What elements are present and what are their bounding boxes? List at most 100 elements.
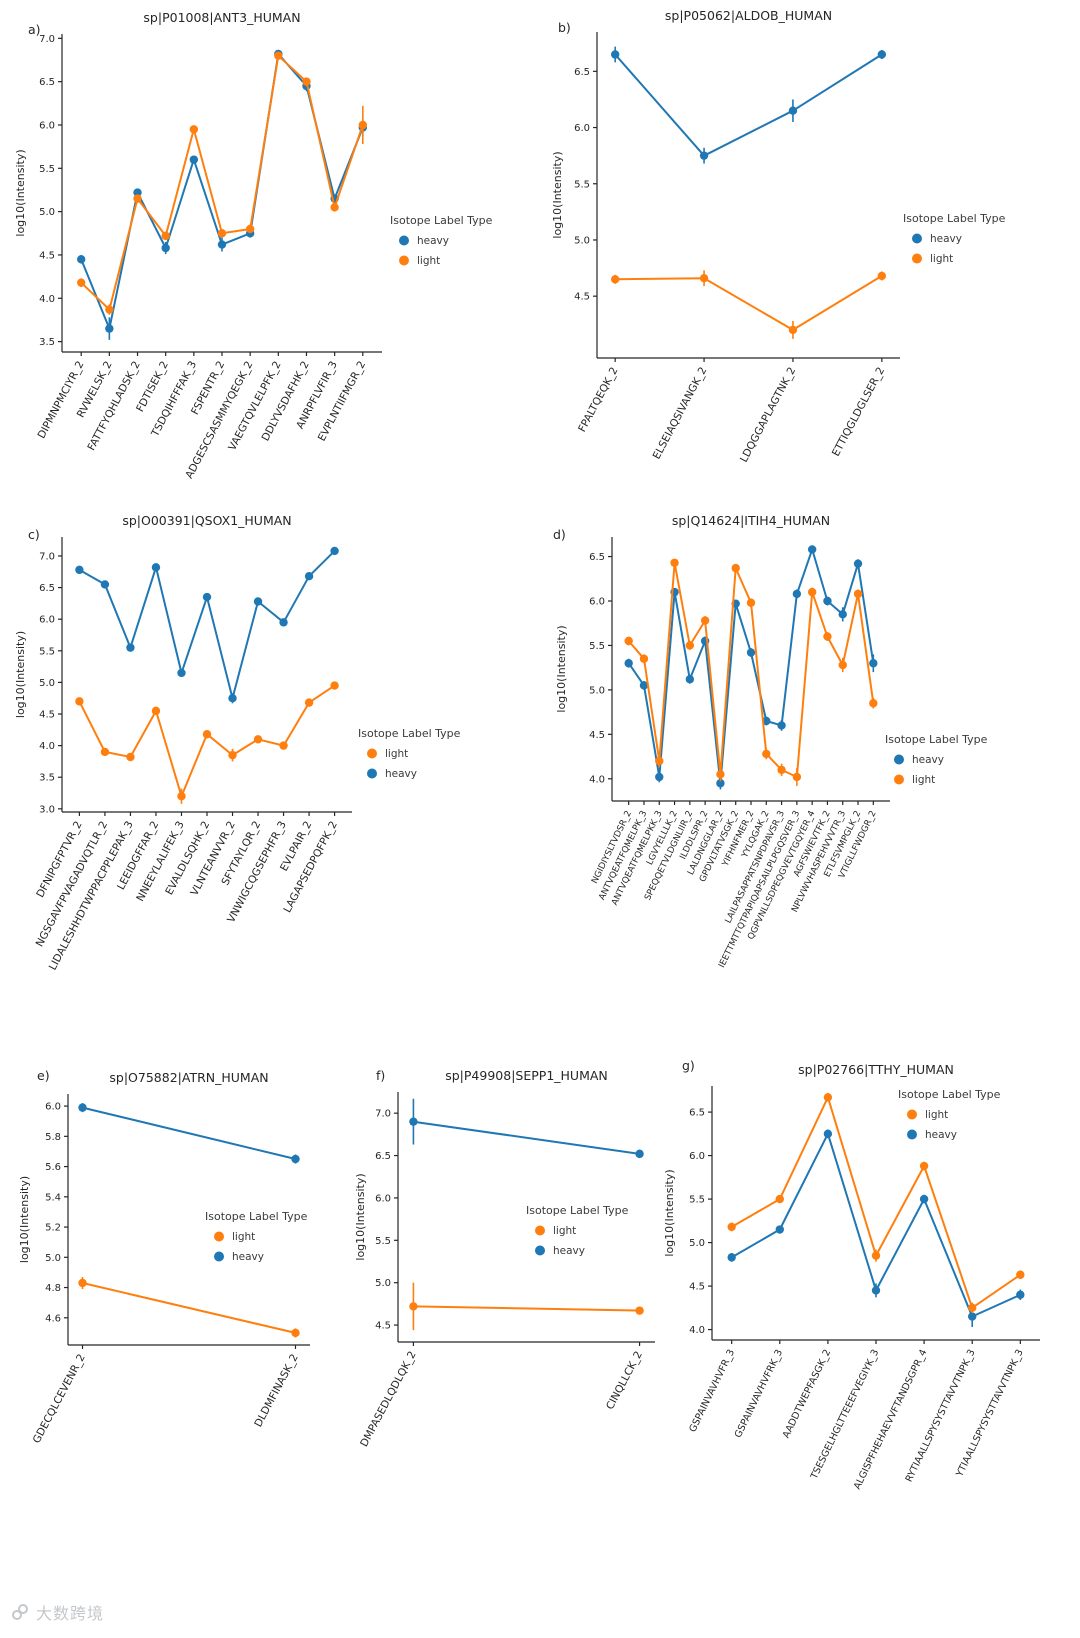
data-point-light [655, 756, 664, 766]
data-point-heavy [624, 659, 633, 668]
x-tick-label-group: CINQLLCK_2 [604, 1349, 645, 1412]
legend-marker-light [535, 1225, 545, 1236]
data-point-heavy [304, 571, 314, 581]
data-point-light [639, 654, 649, 663]
x-tick-label-group: GDECQLCEVENR_2 [31, 1352, 88, 1445]
y-tick-label: 5.0 [689, 1238, 705, 1249]
data-point-light [762, 749, 771, 759]
x-tick-label-group: DIPMNPMCIYR_2 [36, 359, 87, 440]
data-point-heavy [202, 592, 212, 602]
chart-svg-g: 4.0 4.5 5.0 5.5 6.0 6.5 GSPAINVAVHVFR_3GSPAINV… [663, 1058, 1040, 1491]
x-tick-label: ETTIQGLDGLSER_2 [830, 365, 887, 458]
x-tick-label: FPALTQEQK_2 [576, 365, 620, 434]
series-line-light [80, 54, 364, 311]
x-tick-label-group: FPALTQEQK_2 [576, 365, 620, 434]
legend-title: Isotope Label Type [903, 212, 1006, 225]
panel-label: d) [553, 527, 566, 542]
data-point-light [217, 229, 227, 238]
y-tick-label: 5.8 [45, 1132, 61, 1143]
legend-label-light: light [930, 253, 953, 265]
chart-panel-d: 4.0 4.5 5.0 5.5 6.0 6.5 NGIDIYSLTVDSR_2 ANTVQEA… [545, 505, 1080, 1053]
series-line-heavy [614, 53, 883, 157]
data-point-light [746, 598, 756, 607]
y-tick-label: 6.0 [689, 1151, 705, 1162]
data-point-heavy [409, 1117, 418, 1126]
x-tick-label-group: AADDTWEPFASGK_2 [781, 1348, 834, 1440]
y-tick-label: 5.0 [574, 235, 590, 246]
series-line-heavy [80, 52, 364, 330]
legend-marker-light [399, 255, 409, 266]
panel-label: e) [37, 1068, 50, 1083]
legend: Isotope Label Type heavy light [390, 214, 493, 267]
x-tick-label: CINQLLCK_2 [604, 1349, 645, 1412]
chart-panel-e: 4.6 4.8 5.0 5.2 5.4 5.6 5.8 6.0 GDECQLCEVENR_2 DL… [15, 1048, 345, 1510]
data-point-light [727, 1222, 736, 1232]
legend-label-light: light [553, 1225, 576, 1237]
y-axis-label: log10(Intensity) [354, 1173, 367, 1260]
data-point-heavy [279, 618, 288, 627]
chart-panel-a: 3.5 4.0 4.5 5.0 5.5 6.0 6.5 7.0 DIPMNPMCIYR_2 RVW… [8, 2, 540, 500]
chart-svg-b: 4.5 5.0 5.5 6.0 6.5 FPALTQEQK_2 ELSEIAQSIVANGK… [551, 8, 1006, 464]
legend-title: Isotope Label Type [898, 1088, 1001, 1101]
legend: Isotope Label Type heavy light [885, 733, 988, 786]
legend-label-light: light [925, 1109, 948, 1121]
panel-label: b) [558, 20, 571, 35]
data-point-light [792, 772, 802, 782]
data-point-heavy [217, 240, 227, 249]
y-tick-label: 5.5 [375, 1236, 391, 1247]
data-point-light [302, 77, 311, 86]
data-point-heavy [635, 1149, 644, 1159]
watermark-logo-icon [12, 1604, 28, 1620]
series-line-light [615, 275, 883, 331]
x-tick-label: GSPAINVAVHVFRK_3 [733, 1348, 785, 1440]
y-tick-label: 4.0 [39, 741, 55, 752]
y-tick-label: 4.5 [589, 730, 605, 741]
y-tick-label: 5.6 [45, 1162, 61, 1173]
data-point-light [75, 697, 84, 706]
chart-panel-g: 4.0 4.5 5.0 5.5 6.0 6.5 GSPAINVAVHVFR_3 GSPAINV… [660, 1048, 1075, 1638]
x-tick-label-group: DLDMFINASK_2 [252, 1352, 300, 1429]
y-tick-label: 4.5 [39, 710, 55, 721]
legend-title: Isotope Label Type [390, 214, 493, 227]
y-tick-label: 4.8 [45, 1283, 61, 1294]
data-point-light [670, 558, 679, 567]
data-point-light [1016, 1270, 1025, 1279]
y-tick-label: 4.5 [689, 1282, 705, 1293]
y-tick-label: 4.0 [689, 1325, 705, 1336]
panel-label: g) [682, 1058, 695, 1073]
data-point-heavy [877, 50, 887, 59]
legend-label-heavy: heavy [553, 1245, 585, 1257]
chart-title: sp|O00391|QSOX1_HUMAN [122, 513, 291, 528]
x-tick-label: VAEGTQVLELPFK_2 [226, 359, 283, 452]
legend-title: Isotope Label Type [205, 1210, 308, 1223]
chart-panel-b: 4.5 5.0 5.5 6.0 6.5 FPALTQEQK_2 ELSEIAQSIVANGK… [545, 2, 1075, 500]
data-point-heavy [685, 675, 695, 684]
legend-marker-heavy [907, 1129, 917, 1140]
data-point-heavy [189, 155, 199, 164]
y-tick-label: 6.0 [375, 1193, 391, 1204]
data-point-light [291, 1328, 300, 1338]
data-point-light [869, 699, 878, 708]
data-point-light [823, 632, 832, 641]
y-tick-label: 6.5 [689, 1108, 705, 1119]
y-tick-label: 6.0 [574, 123, 590, 134]
data-point-light [685, 641, 695, 650]
data-point-light [78, 1278, 87, 1288]
y-tick-label: 5.0 [39, 678, 55, 689]
x-tick-label: ELSEIAQSIVANGK_2 [651, 365, 710, 461]
x-tick-label-group: LDQGGAPLAGTNK_2 [738, 365, 798, 464]
chart-svg-e: 4.6 4.8 5.0 5.2 5.4 5.6 5.8 6.0 GDECQLCEVENR_2 DL… [18, 1068, 310, 1445]
chart-title: sp|Q14624|ITIH4_HUMAN [672, 513, 830, 528]
data-point-heavy [727, 1253, 736, 1262]
data-point-heavy [1016, 1290, 1025, 1299]
x-tick-label-group: GSPAINVAVHVFRK_3 [733, 1348, 785, 1440]
data-point-heavy [823, 596, 832, 606]
series-line-light [78, 684, 336, 798]
x-tick-label-group: ELSEIAQSIVANGK_2 [651, 365, 710, 461]
data-point-heavy [330, 546, 339, 556]
chart-panel-f: 4.5 5.0 5.5 6.0 6.5 7.0 DMPASEDLQDLQK_2 CINQLLC… [352, 1048, 674, 1510]
y-tick-label: 4.5 [375, 1321, 391, 1332]
y-tick-label: 5.0 [45, 1253, 61, 1264]
data-point-light [189, 125, 199, 134]
x-tick-label: AADDTWEPFASGK_2 [781, 1348, 834, 1440]
